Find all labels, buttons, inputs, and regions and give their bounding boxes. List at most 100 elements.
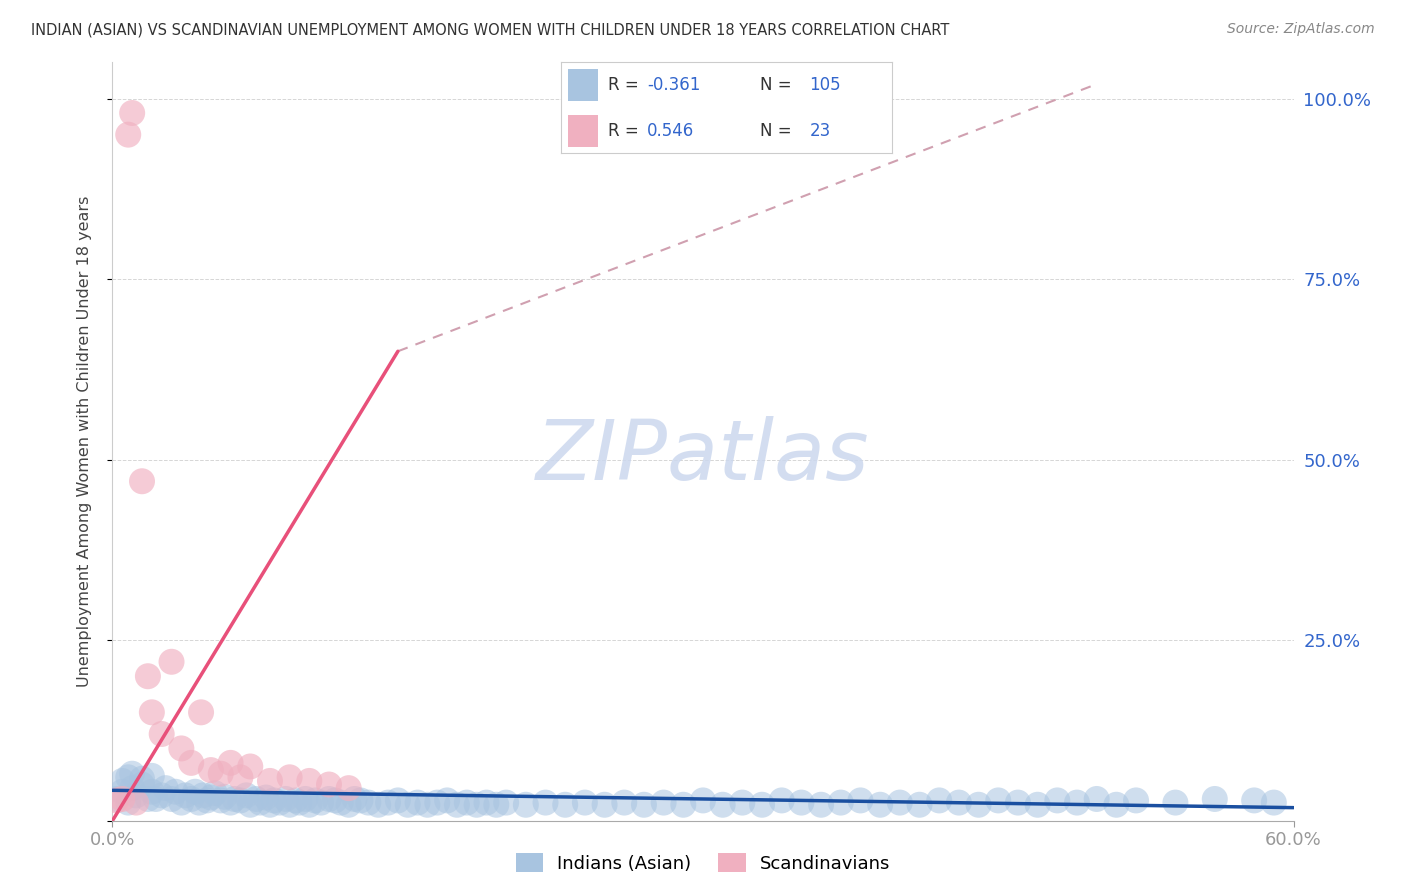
Point: [908, 797, 931, 812]
Point: [849, 793, 872, 807]
Point: [235, 789, 257, 803]
Point: [111, 785, 134, 799]
Point: [170, 741, 193, 756]
Point: [245, 792, 267, 806]
Point: [1007, 796, 1029, 810]
Point: [554, 797, 576, 812]
Point: [141, 785, 163, 799]
Point: [288, 796, 311, 810]
Point: [239, 797, 262, 812]
Point: [1204, 792, 1226, 806]
Point: [323, 793, 346, 807]
Point: [948, 796, 970, 810]
Point: [190, 706, 212, 720]
Point: [751, 797, 773, 812]
Point: [131, 772, 153, 786]
Point: [141, 769, 163, 783]
Point: [337, 781, 360, 796]
Point: [155, 781, 177, 796]
Point: [254, 790, 277, 805]
Point: [204, 786, 226, 800]
Point: [830, 796, 852, 810]
Point: [200, 790, 222, 805]
Point: [534, 796, 557, 810]
Point: [200, 763, 222, 777]
Point: [274, 792, 297, 806]
Point: [278, 770, 301, 784]
Point: [337, 797, 360, 812]
Point: [165, 785, 187, 799]
Point: [136, 669, 159, 683]
Point: [1263, 796, 1285, 810]
Point: [219, 756, 242, 770]
Point: [485, 797, 508, 812]
Point: [259, 773, 281, 788]
Point: [269, 796, 291, 810]
Point: [188, 796, 211, 810]
Point: [249, 796, 271, 810]
Point: [239, 759, 262, 773]
Point: [105, 793, 128, 807]
Point: [191, 789, 214, 803]
Point: [259, 797, 281, 812]
Y-axis label: Unemployment Among Women with Children Under 18 years: Unemployment Among Women with Children U…: [77, 196, 91, 687]
Point: [1046, 793, 1069, 807]
Point: [889, 796, 911, 810]
Point: [131, 475, 153, 489]
Point: [117, 796, 139, 810]
Point: [436, 793, 458, 807]
Point: [105, 792, 128, 806]
Point: [224, 792, 246, 806]
Point: [426, 796, 449, 810]
Point: [446, 797, 468, 812]
Point: [967, 797, 990, 812]
Point: [298, 797, 321, 812]
Point: [1125, 793, 1147, 807]
Point: [150, 789, 173, 803]
Point: [731, 796, 754, 810]
Point: [294, 792, 316, 806]
Point: [304, 793, 326, 807]
Point: [465, 797, 488, 812]
Point: [396, 797, 419, 812]
Point: [170, 796, 193, 810]
Point: [593, 797, 616, 812]
Point: [121, 106, 143, 120]
Point: [1026, 797, 1049, 812]
Point: [495, 796, 517, 810]
Point: [180, 792, 202, 806]
Point: [160, 655, 183, 669]
Point: [229, 793, 252, 807]
Point: [343, 792, 366, 806]
Point: [125, 796, 148, 810]
Point: [672, 797, 695, 812]
Point: [195, 793, 218, 807]
Point: [367, 797, 389, 812]
Point: [416, 797, 439, 812]
Point: [406, 796, 429, 810]
Point: [329, 796, 352, 810]
Point: [150, 727, 173, 741]
Point: [209, 793, 232, 807]
Point: [121, 766, 143, 780]
Point: [928, 793, 950, 807]
Point: [136, 792, 159, 806]
Point: [174, 789, 197, 803]
Point: [1164, 796, 1187, 810]
Point: [180, 756, 202, 770]
Point: [318, 792, 340, 806]
Point: [298, 773, 321, 788]
Point: [711, 797, 734, 812]
Point: [141, 706, 163, 720]
Point: [770, 793, 793, 807]
Point: [111, 792, 134, 806]
Point: [111, 773, 134, 788]
Point: [633, 797, 655, 812]
Point: [160, 792, 183, 806]
Point: [278, 797, 301, 812]
Point: [219, 796, 242, 810]
Point: [574, 796, 596, 810]
Point: [229, 770, 252, 784]
Point: [790, 796, 813, 810]
Point: [214, 789, 236, 804]
